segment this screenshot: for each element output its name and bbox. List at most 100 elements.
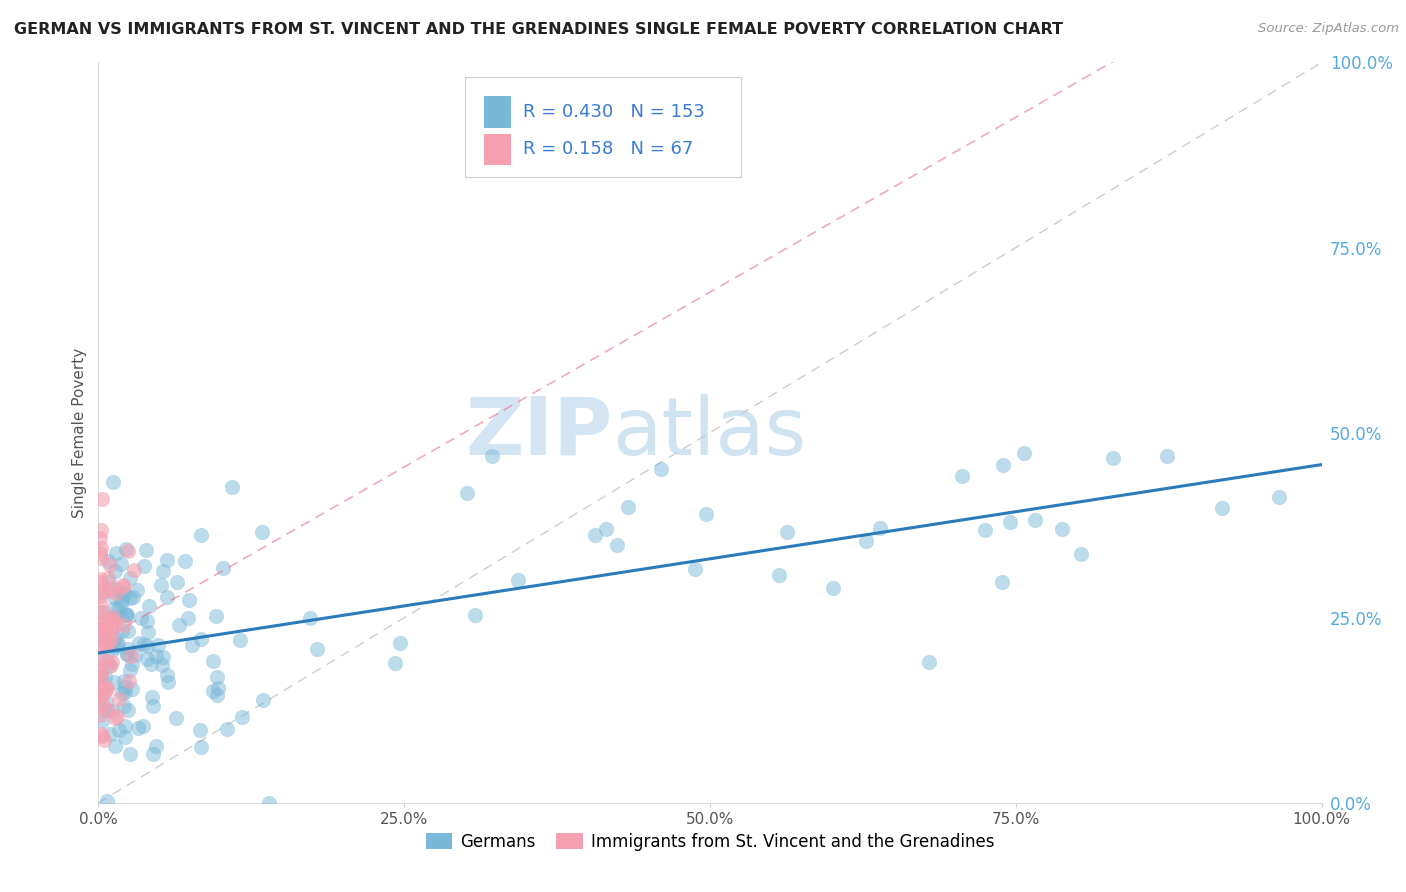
Point (157, 674, 180, 689)
Point (96, 621, 118, 635)
Text: R = 0.158   N = 67: R = 0.158 N = 67 (523, 140, 693, 158)
Point (90, 523, 112, 537)
Point (202, 684, 225, 698)
Point (117, 624, 139, 639)
Point (114, 730, 136, 744)
Point (606, 539, 628, 553)
Point (93, 653, 115, 667)
Point (103, 674, 125, 689)
Point (131, 611, 153, 625)
Point (111, 593, 134, 607)
Point (257, 796, 280, 810)
Point (156, 667, 179, 681)
Point (98, 727, 121, 741)
Point (127, 721, 149, 735)
Point (215, 722, 238, 736)
Point (112, 674, 135, 689)
Point (101, 655, 124, 669)
Point (90, 541, 112, 556)
Point (98, 613, 121, 627)
Point (180, 638, 202, 652)
Point (231, 710, 253, 724)
Bar (484, 134, 510, 165)
Point (90, 582, 112, 597)
Point (98, 658, 121, 673)
Point (96, 794, 118, 808)
Point (97, 571, 120, 585)
Point (101, 620, 124, 634)
Point (107, 692, 129, 706)
Point (120, 747, 142, 762)
Point (112, 585, 135, 599)
Point (141, 690, 163, 705)
Point (104, 631, 127, 645)
Point (108, 723, 131, 738)
Point (205, 688, 228, 702)
Point (464, 608, 486, 623)
Point (97, 553, 120, 567)
Point (114, 685, 136, 699)
Point (121, 681, 143, 696)
Point (202, 654, 225, 668)
Point (91, 698, 114, 713)
Point (136, 652, 159, 666)
Point (1102, 450, 1125, 465)
Point (98, 558, 121, 573)
Point (91, 729, 114, 743)
Point (150, 577, 173, 591)
Point (229, 633, 252, 648)
Point (91, 631, 114, 645)
Point (117, 544, 139, 558)
Point (103, 640, 125, 654)
Point (685, 562, 707, 576)
Point (89, 698, 111, 713)
Point (107, 709, 129, 723)
Point (89, 650, 111, 665)
Point (122, 563, 145, 577)
Point (456, 486, 478, 500)
Point (110, 557, 132, 571)
Point (211, 561, 233, 575)
Point (89, 531, 111, 545)
Point (1050, 522, 1073, 536)
Point (93, 610, 115, 624)
Point (97, 584, 120, 599)
Point (135, 639, 157, 653)
Point (89, 661, 111, 675)
Point (952, 469, 974, 483)
Point (136, 624, 159, 639)
Point (97, 636, 120, 650)
Point (103, 590, 125, 604)
Point (221, 480, 243, 494)
Point (90, 574, 112, 589)
Point (121, 657, 143, 671)
Point (111, 686, 134, 700)
Point (90, 621, 112, 635)
Point (110, 596, 132, 610)
Point (145, 739, 167, 753)
Point (141, 657, 163, 671)
Point (89, 546, 111, 560)
Point (120, 571, 142, 585)
Point (93, 733, 115, 747)
Point (89, 683, 111, 698)
Point (96, 654, 118, 668)
Point (101, 614, 124, 628)
Point (104, 739, 127, 753)
Point (190, 528, 212, 542)
Point (96, 680, 118, 694)
Point (89, 624, 111, 638)
Point (90, 605, 112, 619)
Point (114, 719, 136, 733)
Point (101, 643, 124, 657)
Point (90, 599, 112, 613)
Point (155, 591, 177, 605)
Point (135, 542, 157, 557)
Point (650, 462, 672, 476)
Point (93, 671, 115, 685)
Point (205, 609, 228, 624)
Point (110, 609, 132, 624)
Point (100, 632, 122, 646)
Point (112, 588, 135, 602)
Point (205, 670, 228, 684)
